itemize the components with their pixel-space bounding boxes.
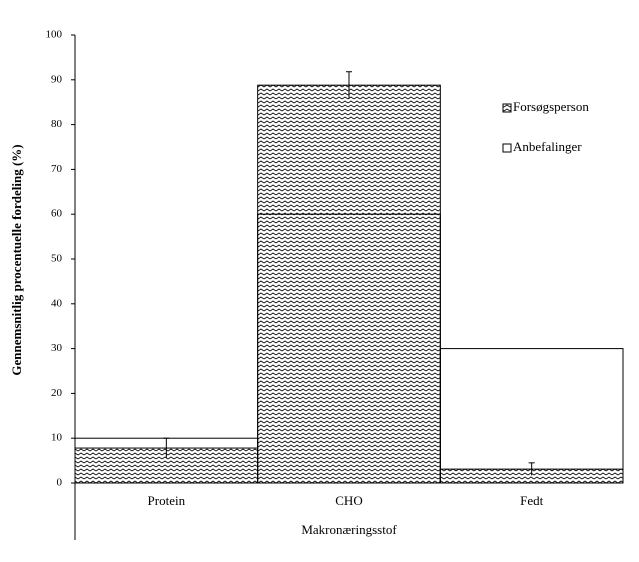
legend-swatch <box>502 103 512 113</box>
y-tick-label: 100 <box>46 29 63 41</box>
y-axis-title: Gennemsnitlig procentuelle fordeling (%) <box>9 144 24 375</box>
y-tick-label: 80 <box>51 118 63 130</box>
legend-label: Anbefalinger <box>513 139 582 154</box>
x-tick-label: CHO <box>335 493 362 508</box>
bar <box>257 84 441 484</box>
bar <box>439 348 624 484</box>
x-axis-title: Makronæringsstof <box>301 522 397 537</box>
y-tick-label: 70 <box>51 163 63 175</box>
x-tick-label: Fedt <box>520 493 544 508</box>
y-tick-label: 30 <box>51 342 63 354</box>
legend-swatch <box>502 143 512 153</box>
y-tick-label: 90 <box>51 73 63 85</box>
legend-label: Forsøgsperson <box>513 99 589 114</box>
y-tick-label: 10 <box>51 432 63 444</box>
x-tick-label: Protein <box>148 493 186 508</box>
y-tick-label: 0 <box>57 477 63 489</box>
y-tick-label: 60 <box>51 208 63 220</box>
error-bar <box>528 462 535 476</box>
y-tick-label: 50 <box>51 253 63 265</box>
error-bar <box>346 71 352 99</box>
y-tick-label: 20 <box>51 387 63 399</box>
y-tick-label: 40 <box>51 297 63 309</box>
